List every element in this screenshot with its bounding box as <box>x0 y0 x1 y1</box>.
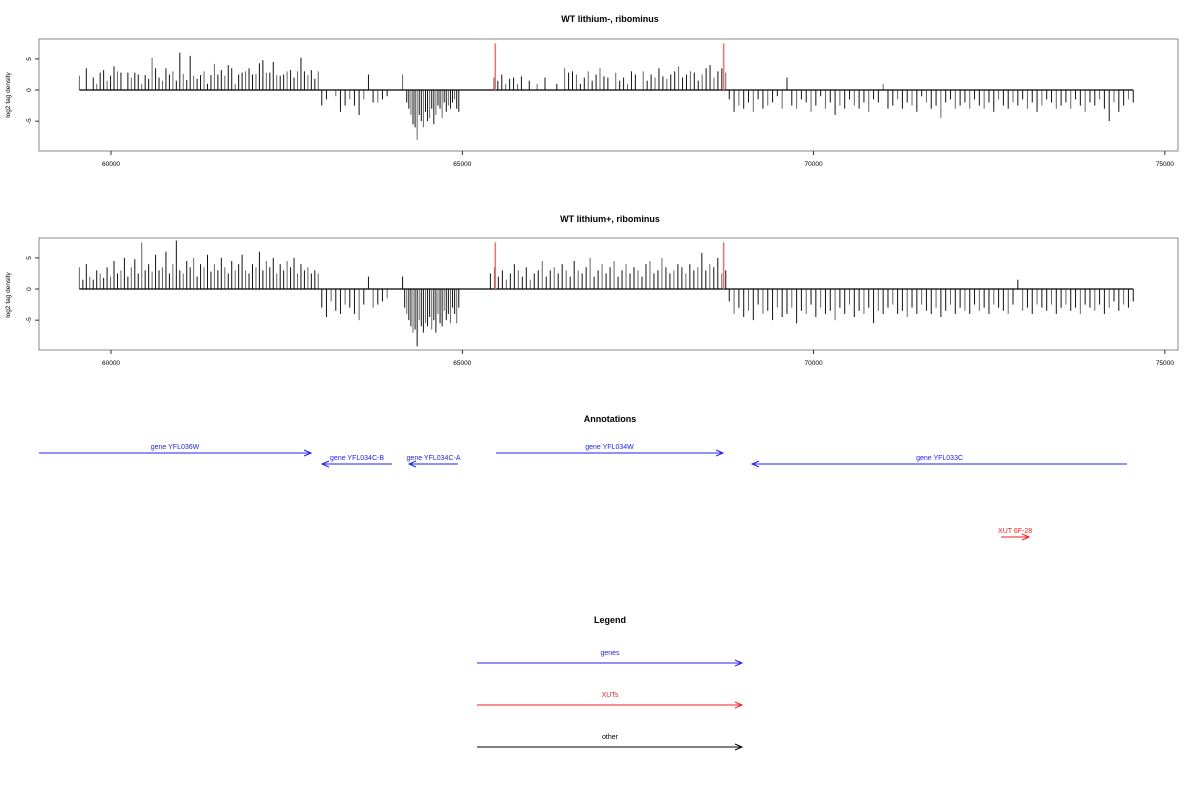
legend: Legend genes XUTs other <box>477 615 744 751</box>
arrow-head-icon <box>303 449 313 457</box>
x-tick-label: 70000 <box>805 161 823 168</box>
y-tick-label: 5 <box>26 256 33 260</box>
arrow-head-icon <box>734 701 744 709</box>
y-tick-label: -5 <box>26 317 33 323</box>
annotation-label: gene YFL036W <box>151 444 200 451</box>
arrow-head-icon <box>407 460 417 468</box>
y-tick-label: 5 <box>26 57 33 61</box>
panel-lithium-plus: WT lithium+, ribominus log2 tag density … <box>5 214 1179 367</box>
legend-label: genes <box>600 650 620 657</box>
arrow-head-icon <box>750 460 760 468</box>
panel-title: WT lithium+, ribominus <box>560 214 660 224</box>
arrow-head-icon <box>734 659 744 667</box>
panel-title: WT lithium-, ribominus <box>561 14 659 24</box>
arrow-head-icon <box>715 449 725 457</box>
annotation-label: XUT 6F-28 <box>998 528 1032 535</box>
plot-frame <box>38 237 1179 351</box>
annotations-title: Annotations <box>584 414 637 424</box>
x-tick-label: 60000 <box>102 161 120 168</box>
panel-lithium-minus: WT lithium-, ribominus log2 tag density … <box>5 14 1179 168</box>
arrow-head-icon <box>1021 533 1031 541</box>
x-tick-label: 70000 <box>805 360 823 367</box>
y-axis-label: log2 tag density <box>5 271 12 317</box>
arrow-head-icon <box>320 460 330 468</box>
x-tick-label: 60000 <box>102 360 120 367</box>
annotation-label: gene YFL034C-A <box>407 455 461 462</box>
legend-label: XUTs <box>602 692 619 699</box>
y-tick-label: 0 <box>26 88 33 92</box>
annotation-label: gene YFL033C <box>916 455 963 462</box>
annotation-label: gene YFL034C-B <box>330 455 384 462</box>
x-tick-label: 75000 <box>1156 161 1174 168</box>
annotations-track: Annotations gene YFL036W gene YFL034C-B ge… <box>39 414 1128 541</box>
y-tick-label: 0 <box>26 287 33 291</box>
x-tick-label: 65000 <box>453 161 471 168</box>
y-tick-label: -5 <box>26 118 33 124</box>
legend-title: Legend <box>594 615 626 625</box>
x-tick-label: 65000 <box>453 360 471 367</box>
arrow-head-icon <box>734 743 744 751</box>
plot-frame <box>38 38 1179 152</box>
legend-label: other <box>602 734 619 741</box>
x-tick-label: 75000 <box>1156 360 1174 367</box>
y-axis-label: log2 tag density <box>5 71 12 117</box>
annotation-label: gene YFL034W <box>585 444 634 451</box>
